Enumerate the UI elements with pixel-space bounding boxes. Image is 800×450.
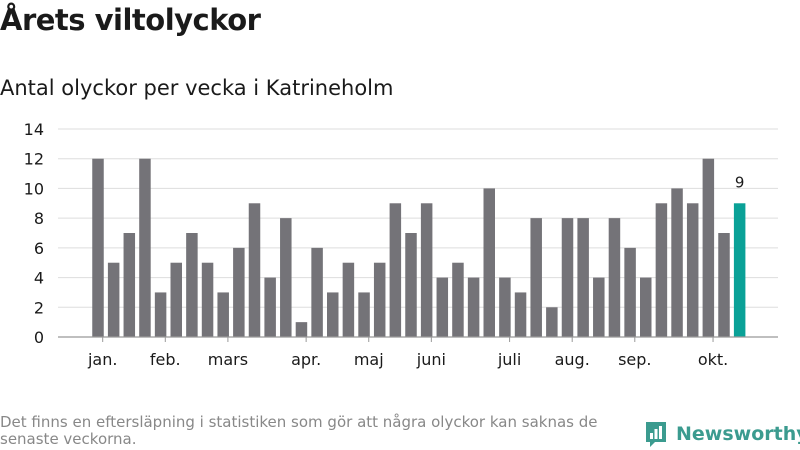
- data-label: 9: [735, 173, 745, 191]
- bar: [92, 158, 104, 337]
- bar: [107, 262, 120, 337]
- bar: [373, 262, 386, 337]
- bar: [655, 203, 668, 337]
- bar: [311, 247, 323, 337]
- bar: [546, 307, 558, 337]
- bar: [561, 218, 574, 337]
- y-tick-label: 6: [34, 239, 44, 258]
- y-tick-label: 8: [34, 209, 44, 228]
- bar: [530, 218, 542, 337]
- x-tick-label: sep.: [618, 350, 651, 369]
- bar: [671, 188, 683, 337]
- bar: [264, 277, 276, 337]
- bar: [139, 158, 151, 337]
- bar: [217, 292, 229, 337]
- x-tick-label: mars: [208, 350, 248, 369]
- bar: [718, 233, 730, 337]
- bar: [405, 233, 417, 337]
- y-tick-label: 10: [24, 179, 44, 198]
- bar: [420, 203, 433, 337]
- bar: [201, 262, 214, 337]
- x-tick-label: aug.: [555, 350, 590, 369]
- newsworthy-logo[interactable]: Newsworthy: [644, 420, 800, 448]
- x-tick-label: juni: [416, 350, 446, 369]
- bar: [233, 247, 245, 337]
- bar: [170, 262, 182, 337]
- x-tick-label: jan.: [87, 350, 117, 369]
- bar: [624, 247, 636, 337]
- x-tick-label: okt.: [698, 350, 728, 369]
- x-tick-label: apr.: [291, 350, 321, 369]
- bar: [593, 277, 605, 337]
- x-tick-label: maj: [354, 350, 384, 369]
- bar-highlight: [733, 203, 746, 337]
- weekly-accidents-bar-chart: 0 2 4 6 8 10 12 14 9 jan. feb. mars apr. maj juni juli a…: [24, 120, 778, 369]
- y-tick-label: 0: [34, 328, 44, 347]
- y-tick-label: 12: [24, 150, 44, 169]
- x-tick-label: feb.: [150, 350, 181, 369]
- bar: [640, 277, 652, 337]
- bar: [154, 292, 167, 337]
- y-tick-label: 2: [34, 298, 44, 317]
- bar: [342, 262, 355, 337]
- bar: [295, 322, 308, 337]
- bar: [452, 262, 464, 337]
- bar: [686, 203, 699, 337]
- newsworthy-logo-text: Newsworthy: [676, 423, 800, 445]
- bar: [499, 277, 511, 337]
- y-tick-label: 14: [24, 120, 44, 139]
- newsworthy-logo-icon: [646, 422, 666, 447]
- chart-subtitle: Antal olyckor per vecka i Katrineholm: [0, 76, 394, 100]
- bar: [483, 188, 495, 337]
- bar: [327, 292, 339, 337]
- bar: [467, 277, 480, 337]
- bar: [123, 233, 136, 337]
- bar: [248, 203, 261, 337]
- x-tick-label: juli: [497, 350, 521, 369]
- bar: [514, 292, 527, 337]
- footnote: Det finns en eftersläpning i statistiken…: [0, 413, 598, 448]
- y-tick-label: 4: [34, 269, 44, 288]
- bar: [186, 233, 198, 337]
- bar: [358, 292, 370, 337]
- bar: [436, 277, 449, 337]
- bar: [389, 203, 402, 337]
- chart-title: Årets viltolyckor: [0, 3, 261, 37]
- bar: [702, 158, 715, 337]
- bar: [577, 218, 589, 337]
- bar: [608, 218, 621, 337]
- bar: [280, 218, 292, 337]
